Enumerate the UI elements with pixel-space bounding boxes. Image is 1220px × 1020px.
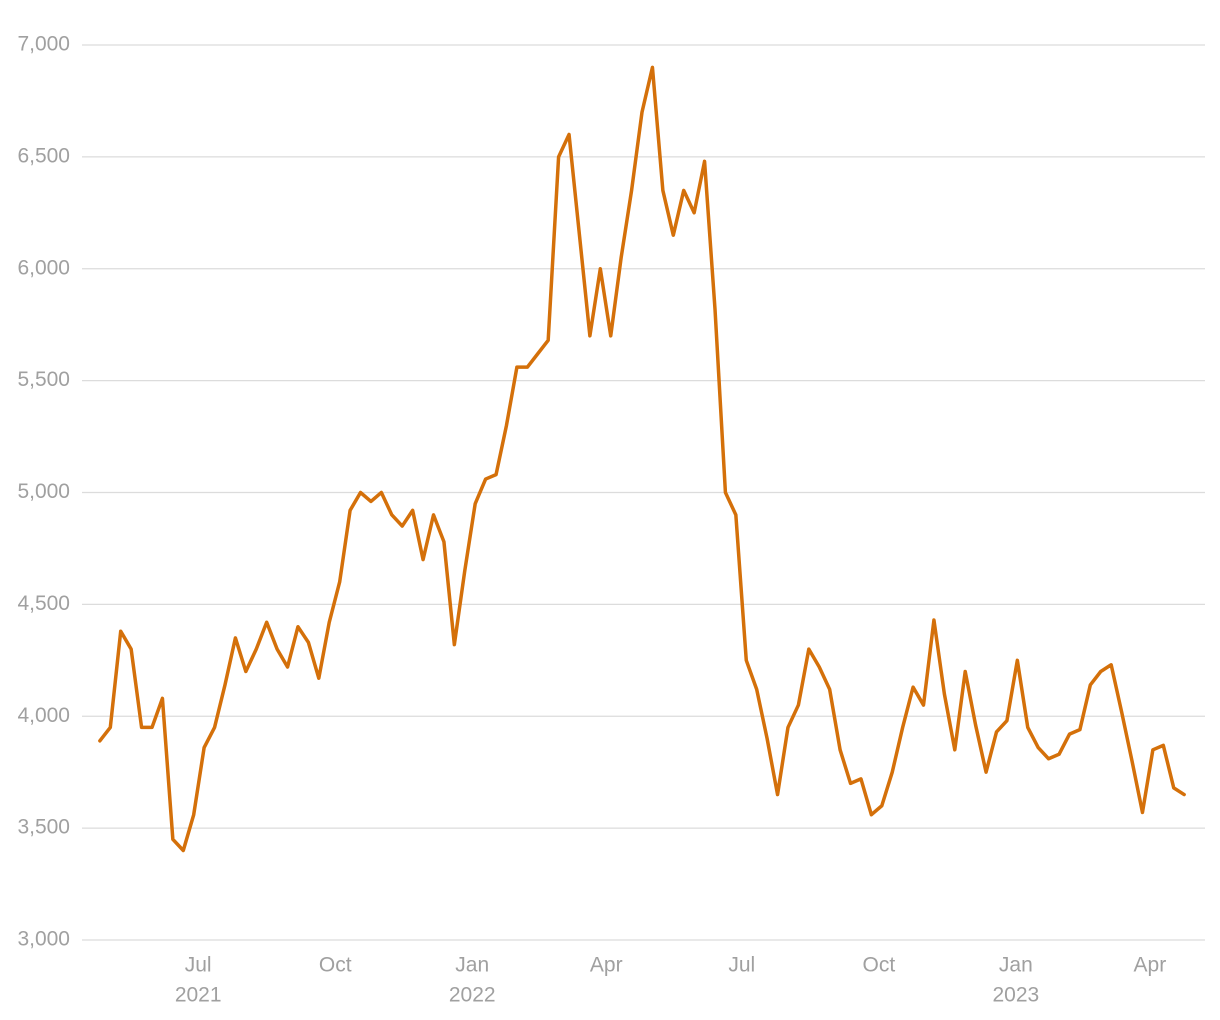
y-tick-label: 3,500 <box>17 816 70 839</box>
x-tick-year: 2023 <box>992 984 1039 1007</box>
y-tick-label: 4,000 <box>17 704 70 727</box>
y-tick-label: 4,500 <box>17 592 70 615</box>
line-series <box>98 65 1186 853</box>
x-tick-label: Jan <box>455 954 489 977</box>
y-tick-label: 3,000 <box>17 928 70 951</box>
x-tick-label: Jan <box>999 954 1033 977</box>
x-tick-label: Apr <box>590 954 623 977</box>
y-tick-label: 6,500 <box>17 144 70 167</box>
y-tick-label: 6,000 <box>17 256 70 279</box>
x-tick-label: Oct <box>862 954 895 977</box>
x-tick-label: Jul <box>728 954 755 977</box>
y-tick-label: 5,000 <box>17 480 70 503</box>
x-tick-label: Jul <box>185 954 212 977</box>
y-tick-label: 5,500 <box>17 368 70 391</box>
x-tick-year: 2022 <box>449 984 496 1007</box>
x-tick-year: 2021 <box>175 984 222 1007</box>
x-tick-label: Apr <box>1134 954 1167 977</box>
x-tick-label: Oct <box>319 954 352 977</box>
y-tick-label: 7,000 <box>17 33 70 56</box>
